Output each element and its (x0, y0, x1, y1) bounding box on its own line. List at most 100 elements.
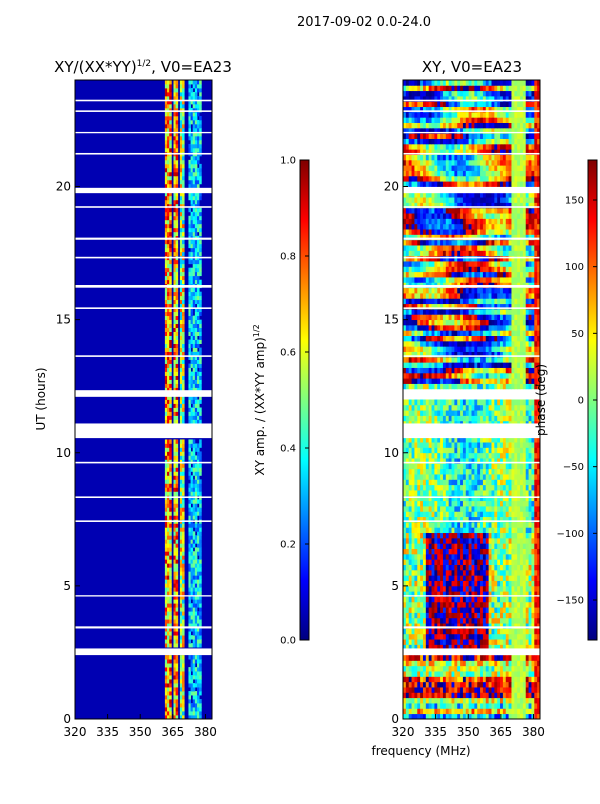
phase-cell (406, 655, 409, 661)
phase-cell (429, 570, 432, 576)
phase-cell (440, 400, 443, 406)
phase-cell (503, 602, 506, 608)
phase-cell (432, 586, 435, 592)
amplitude-cell (182, 483, 185, 487)
amplitude-cell (176, 619, 179, 623)
phase-cell (409, 469, 412, 475)
phase-cell (454, 639, 457, 645)
phase-cell (520, 442, 523, 448)
phase-cell (517, 463, 520, 469)
phase-cell (529, 655, 532, 661)
phase-cell (466, 415, 469, 421)
phase-cell (514, 613, 517, 619)
phase-cell (460, 613, 463, 619)
amplitude-cell (176, 296, 179, 300)
amplitude-cell (176, 336, 179, 340)
phase-cell (474, 634, 477, 640)
phase-cell (520, 453, 523, 459)
phase-cell (494, 362, 497, 368)
phase-cell (497, 368, 500, 374)
phase-cell (469, 495, 472, 501)
phase-cell (429, 400, 432, 406)
phase-cell (452, 463, 455, 469)
phase-cell (412, 463, 415, 469)
amplitude-cell (182, 348, 185, 352)
phase-cell (414, 586, 417, 592)
phase-cell (429, 384, 432, 390)
phase-cell (509, 559, 512, 565)
phase-cell (511, 447, 514, 453)
phase-cell (409, 485, 412, 491)
phase-cell (483, 559, 486, 565)
phase-cell (417, 639, 420, 645)
phase-cell (509, 639, 512, 645)
phase-cell (463, 692, 466, 698)
phase-cell (531, 628, 534, 634)
phase-cell (526, 692, 529, 698)
amplitude-cell (199, 587, 202, 591)
phase-cell (520, 400, 523, 406)
phase-cell (489, 442, 492, 448)
phase-cell (460, 666, 463, 672)
phase-cell (511, 618, 514, 624)
phase-cell (423, 570, 426, 576)
phase-cell (514, 666, 517, 672)
phase-cell (497, 634, 500, 640)
phase-cell (457, 527, 460, 533)
phase-cell (511, 676, 514, 682)
phase-cell (466, 442, 469, 448)
phase-cell (506, 698, 509, 704)
phase-cell (480, 474, 483, 480)
amplitude-cell (176, 212, 179, 216)
amplitude-cell (169, 675, 172, 679)
phase-cell (472, 522, 475, 528)
amplitude-cell (199, 144, 202, 148)
amplitude-cell (182, 324, 185, 328)
phase-cell (491, 410, 494, 416)
phase-cell (526, 357, 529, 363)
phase-cell (520, 538, 523, 544)
amplitude-cell (182, 384, 185, 388)
amplitude-cell (176, 364, 179, 368)
phase-cell (420, 565, 423, 571)
amplitude-cell (199, 711, 202, 715)
amplitude-cell (169, 328, 172, 332)
phase-cell (414, 581, 417, 587)
amplitude-cell (176, 527, 179, 531)
phase-cell (486, 469, 489, 475)
phase-cell (520, 474, 523, 480)
amplitude-cell (182, 340, 185, 344)
phase-cell (437, 373, 440, 379)
phase-cell (520, 410, 523, 416)
phase-cell (454, 676, 457, 682)
phase-cell (500, 533, 503, 539)
phase-cell (474, 410, 477, 416)
phase-cell (426, 362, 429, 368)
amplitude-cell (176, 695, 179, 699)
phase-cell (506, 400, 509, 406)
amplitude-cell (169, 471, 172, 475)
phase-cell (503, 474, 506, 480)
phase-cell (449, 447, 452, 453)
amplitude-cell (169, 340, 172, 344)
phase-cell (472, 639, 475, 645)
amplitude-cell (195, 164, 198, 168)
phase-cell (460, 538, 463, 544)
phase-cell (440, 655, 443, 661)
phase-cell (520, 570, 523, 576)
phase-cell (503, 655, 506, 661)
phase-cell (429, 362, 432, 368)
phase-cell (466, 581, 469, 587)
amplitude-cell (169, 372, 172, 376)
phase-cell (454, 479, 457, 485)
phase-cell (486, 410, 489, 416)
phase-cell (526, 708, 529, 714)
phase-cell (437, 362, 440, 368)
phase-cell (474, 495, 477, 501)
phase-cell (517, 479, 520, 485)
amplitude-cell (199, 244, 202, 248)
phase-cell (503, 527, 506, 533)
phase-cell (429, 597, 432, 603)
amplitude-cell (176, 463, 179, 467)
amplitude-cell (169, 615, 172, 619)
